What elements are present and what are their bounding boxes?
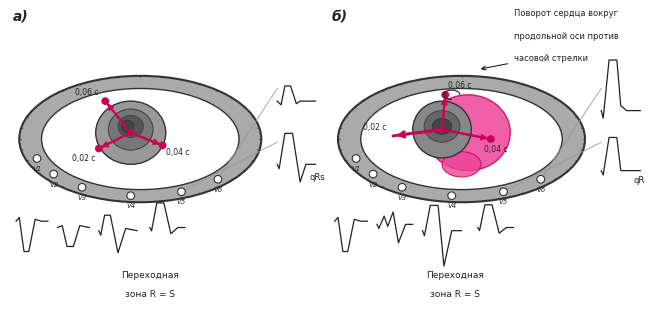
Ellipse shape (338, 76, 585, 202)
Circle shape (102, 98, 109, 104)
Circle shape (500, 188, 508, 196)
Text: 0,02 c: 0,02 c (363, 123, 387, 131)
Ellipse shape (432, 118, 452, 134)
Circle shape (439, 127, 445, 132)
Text: V6: V6 (213, 187, 222, 193)
Text: зона R = S: зона R = S (430, 290, 480, 299)
Text: V1: V1 (352, 166, 361, 172)
Ellipse shape (118, 115, 144, 137)
Text: V2: V2 (49, 182, 58, 188)
Text: V5: V5 (499, 199, 508, 205)
Text: продольной оси против: продольной оси против (514, 32, 618, 40)
Text: V1: V1 (32, 166, 42, 172)
Text: qRs: qRs (309, 173, 325, 182)
Text: V6: V6 (536, 187, 545, 193)
Circle shape (214, 175, 222, 183)
Ellipse shape (121, 120, 134, 133)
Text: V5: V5 (177, 199, 186, 205)
Text: 0,02 c: 0,02 c (72, 154, 96, 163)
Text: Переходная: Переходная (121, 271, 179, 280)
Circle shape (96, 145, 102, 152)
Text: 0,04 c: 0,04 c (484, 145, 508, 154)
Text: часовой стрелки: часовой стрелки (514, 54, 588, 63)
Text: 0,06 c: 0,06 c (448, 82, 472, 90)
Circle shape (369, 170, 377, 178)
Circle shape (398, 184, 406, 191)
Text: Поворот сердца вокруг: Поворот сердца вокруг (514, 9, 618, 18)
Circle shape (442, 92, 448, 98)
Text: V4: V4 (447, 203, 456, 209)
Ellipse shape (361, 88, 562, 190)
Ellipse shape (413, 101, 471, 158)
Circle shape (159, 142, 166, 149)
Ellipse shape (42, 88, 239, 190)
Text: 0,04 c: 0,04 c (166, 148, 189, 157)
Circle shape (33, 155, 41, 162)
Circle shape (128, 130, 133, 135)
Ellipse shape (96, 101, 166, 164)
Text: зона R = S: зона R = S (125, 290, 175, 299)
Text: б): б) (332, 9, 348, 23)
Ellipse shape (20, 76, 261, 202)
Circle shape (448, 192, 456, 199)
Ellipse shape (426, 95, 510, 171)
Circle shape (78, 184, 86, 191)
Text: Переходная: Переходная (426, 271, 484, 280)
Circle shape (352, 155, 360, 162)
Text: V2: V2 (369, 182, 378, 188)
Ellipse shape (424, 111, 460, 142)
Text: V3: V3 (397, 195, 407, 201)
Circle shape (127, 192, 135, 199)
Circle shape (537, 175, 545, 183)
Ellipse shape (442, 152, 481, 177)
Text: V3: V3 (77, 195, 86, 201)
Ellipse shape (109, 109, 153, 150)
Circle shape (488, 136, 494, 142)
Circle shape (177, 188, 185, 196)
Text: 0,06 c: 0,06 c (75, 88, 99, 97)
Text: а): а) (13, 9, 29, 23)
Text: V4: V4 (126, 203, 135, 209)
Circle shape (50, 170, 57, 178)
Text: qR: qR (634, 176, 645, 185)
